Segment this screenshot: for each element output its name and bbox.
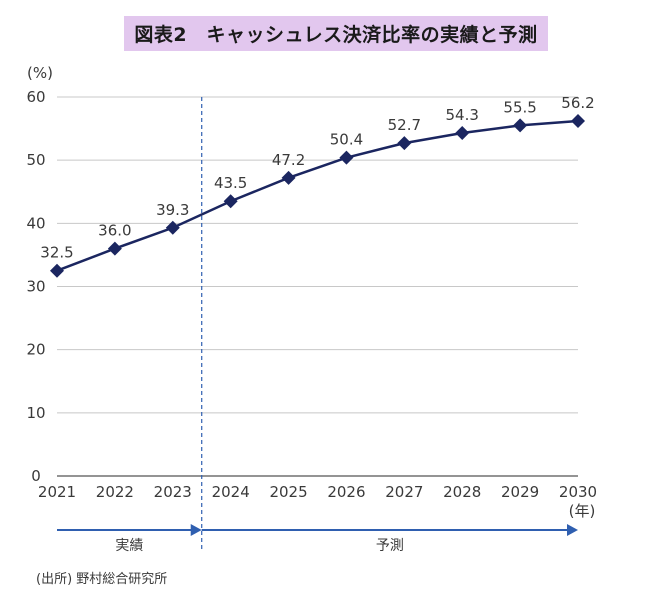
- data-label: 55.5: [503, 98, 536, 116]
- data-label: 43.5: [214, 174, 247, 192]
- x-tick-label: 2021: [38, 483, 76, 501]
- period-arrow-head: [567, 524, 578, 536]
- x-tick-label: 2024: [212, 483, 250, 501]
- chart-title: 図表2 キャッシュレス決済比率の実績と予測: [124, 16, 548, 51]
- x-tick-label: 2030: [559, 483, 597, 501]
- data-point-marker: [50, 263, 64, 278]
- y-tick-label: 20: [26, 341, 45, 359]
- y-tick-label: 0: [31, 467, 41, 485]
- data-point-marker: [165, 220, 180, 235]
- x-tick-label: 2027: [385, 483, 423, 501]
- x-tick-label: 2029: [501, 483, 539, 501]
- data-point-marker: [281, 170, 296, 185]
- data-label: 47.2: [272, 151, 305, 169]
- data-point-marker: [571, 114, 585, 129]
- period-label: 実績: [115, 538, 143, 554]
- x-tick-label: 2022: [96, 483, 134, 501]
- x-tick-label: 2026: [327, 483, 365, 501]
- period-label: 予測: [376, 538, 404, 554]
- data-point-marker: [107, 241, 122, 256]
- data-label: 39.3: [156, 201, 189, 219]
- source-note: (出所) 野村総合研究所: [36, 572, 168, 587]
- data-point-marker: [339, 150, 354, 165]
- y-axis-unit: (%): [27, 64, 53, 82]
- period-arrow-head: [190, 524, 202, 536]
- data-label: 36.0: [98, 222, 131, 240]
- data-label: 32.5: [40, 244, 73, 262]
- data-label: 52.7: [388, 116, 421, 134]
- data-label: 50.4: [330, 131, 363, 149]
- x-tick-label: 2025: [269, 483, 307, 501]
- series-line: [56, 119, 579, 272]
- title-wrap: 図表2 キャッシュレス決済比率の実績と予測: [0, 16, 672, 51]
- data-point-marker: [397, 136, 412, 151]
- x-axis-unit: (年): [569, 502, 596, 520]
- x-tick-label: 2023: [154, 483, 192, 501]
- y-tick-label: 30: [26, 278, 45, 296]
- y-tick-label: 40: [26, 214, 45, 232]
- data-label: 54.3: [446, 106, 479, 124]
- y-tick-label: 10: [26, 404, 45, 422]
- y-tick-label: 60: [26, 88, 45, 106]
- data-label: 56.2: [561, 94, 594, 112]
- y-tick-label: 50: [26, 151, 45, 169]
- data-point-marker: [513, 118, 528, 133]
- data-point-marker: [455, 126, 470, 141]
- x-tick-label: 2028: [443, 483, 481, 501]
- data-point-marker: [223, 194, 238, 209]
